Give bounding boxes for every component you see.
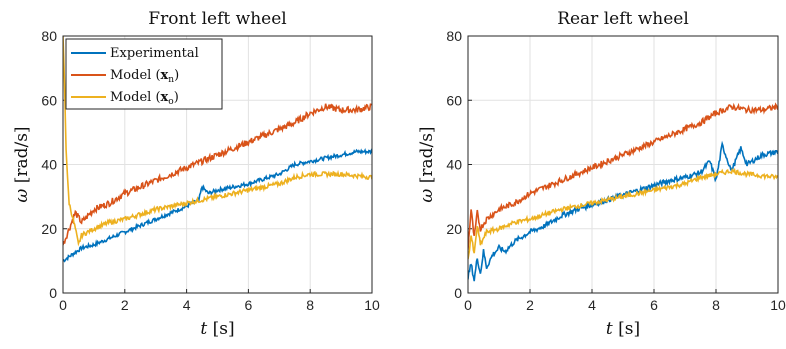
y-tick-label: 20 [41, 221, 57, 237]
y-tick-label: 0 [49, 285, 57, 301]
x-tick-label: 0 [464, 297, 472, 313]
series-line-1 [63, 103, 372, 246]
x-tick-label: 0 [59, 297, 67, 313]
series-line-0 [63, 147, 372, 263]
x-axis-label: t [s] [606, 319, 640, 339]
y-tick-label: 60 [446, 92, 462, 108]
y-tick-label: 80 [446, 28, 462, 44]
x-tick-label: 2 [526, 297, 534, 313]
y-axis-label: ω [rad/s] [417, 126, 437, 202]
series-line-2 [468, 167, 778, 260]
chart-panel-1: 0 2 4 6 8 10 0 20 40 60 80 Rear left wheel t [s] ω [r… [417, 9, 786, 339]
y-tick-label: 40 [41, 157, 57, 173]
x-tick-label: 8 [306, 297, 314, 313]
chart-title: Rear left wheel [557, 9, 689, 29]
chart-title: Front left wheel [148, 9, 286, 29]
x-tick-label: 10 [770, 297, 786, 313]
y-tick-label: 40 [446, 157, 462, 173]
x-tick-label: 10 [364, 297, 380, 313]
x-axis-label: t [s] [200, 319, 234, 339]
y-axis-label: ω [rad/s] [12, 126, 32, 202]
x-tick-label: 6 [245, 297, 253, 313]
chart-panel-0: 0 2 4 6 8 10 0 20 40 60 80 Front left wheel t [s] ω [… [12, 9, 380, 339]
y-tick-label: 60 [41, 92, 57, 108]
x-tick-label: 8 [712, 297, 720, 313]
y-tick-label: 0 [454, 285, 462, 301]
series-line-1 [468, 102, 778, 250]
y-tick-label: 20 [446, 221, 462, 237]
axes-frame [467, 35, 779, 294]
x-tick-label: 4 [183, 297, 191, 313]
legend-label-1: Model (xn) [110, 68, 179, 85]
x-tick-label: 6 [650, 297, 658, 313]
x-tick-label: 4 [588, 297, 596, 313]
series-line-2 [63, 36, 372, 247]
axes-frame [62, 35, 373, 294]
legend-label-0: Experimental [110, 46, 199, 61]
legend: Experimental Model (xn) Model (xo) [65, 38, 223, 110]
x-tick-label: 2 [121, 297, 129, 313]
y-tick-label: 80 [41, 28, 57, 44]
legend-label-2: Model (xo) [110, 90, 179, 107]
